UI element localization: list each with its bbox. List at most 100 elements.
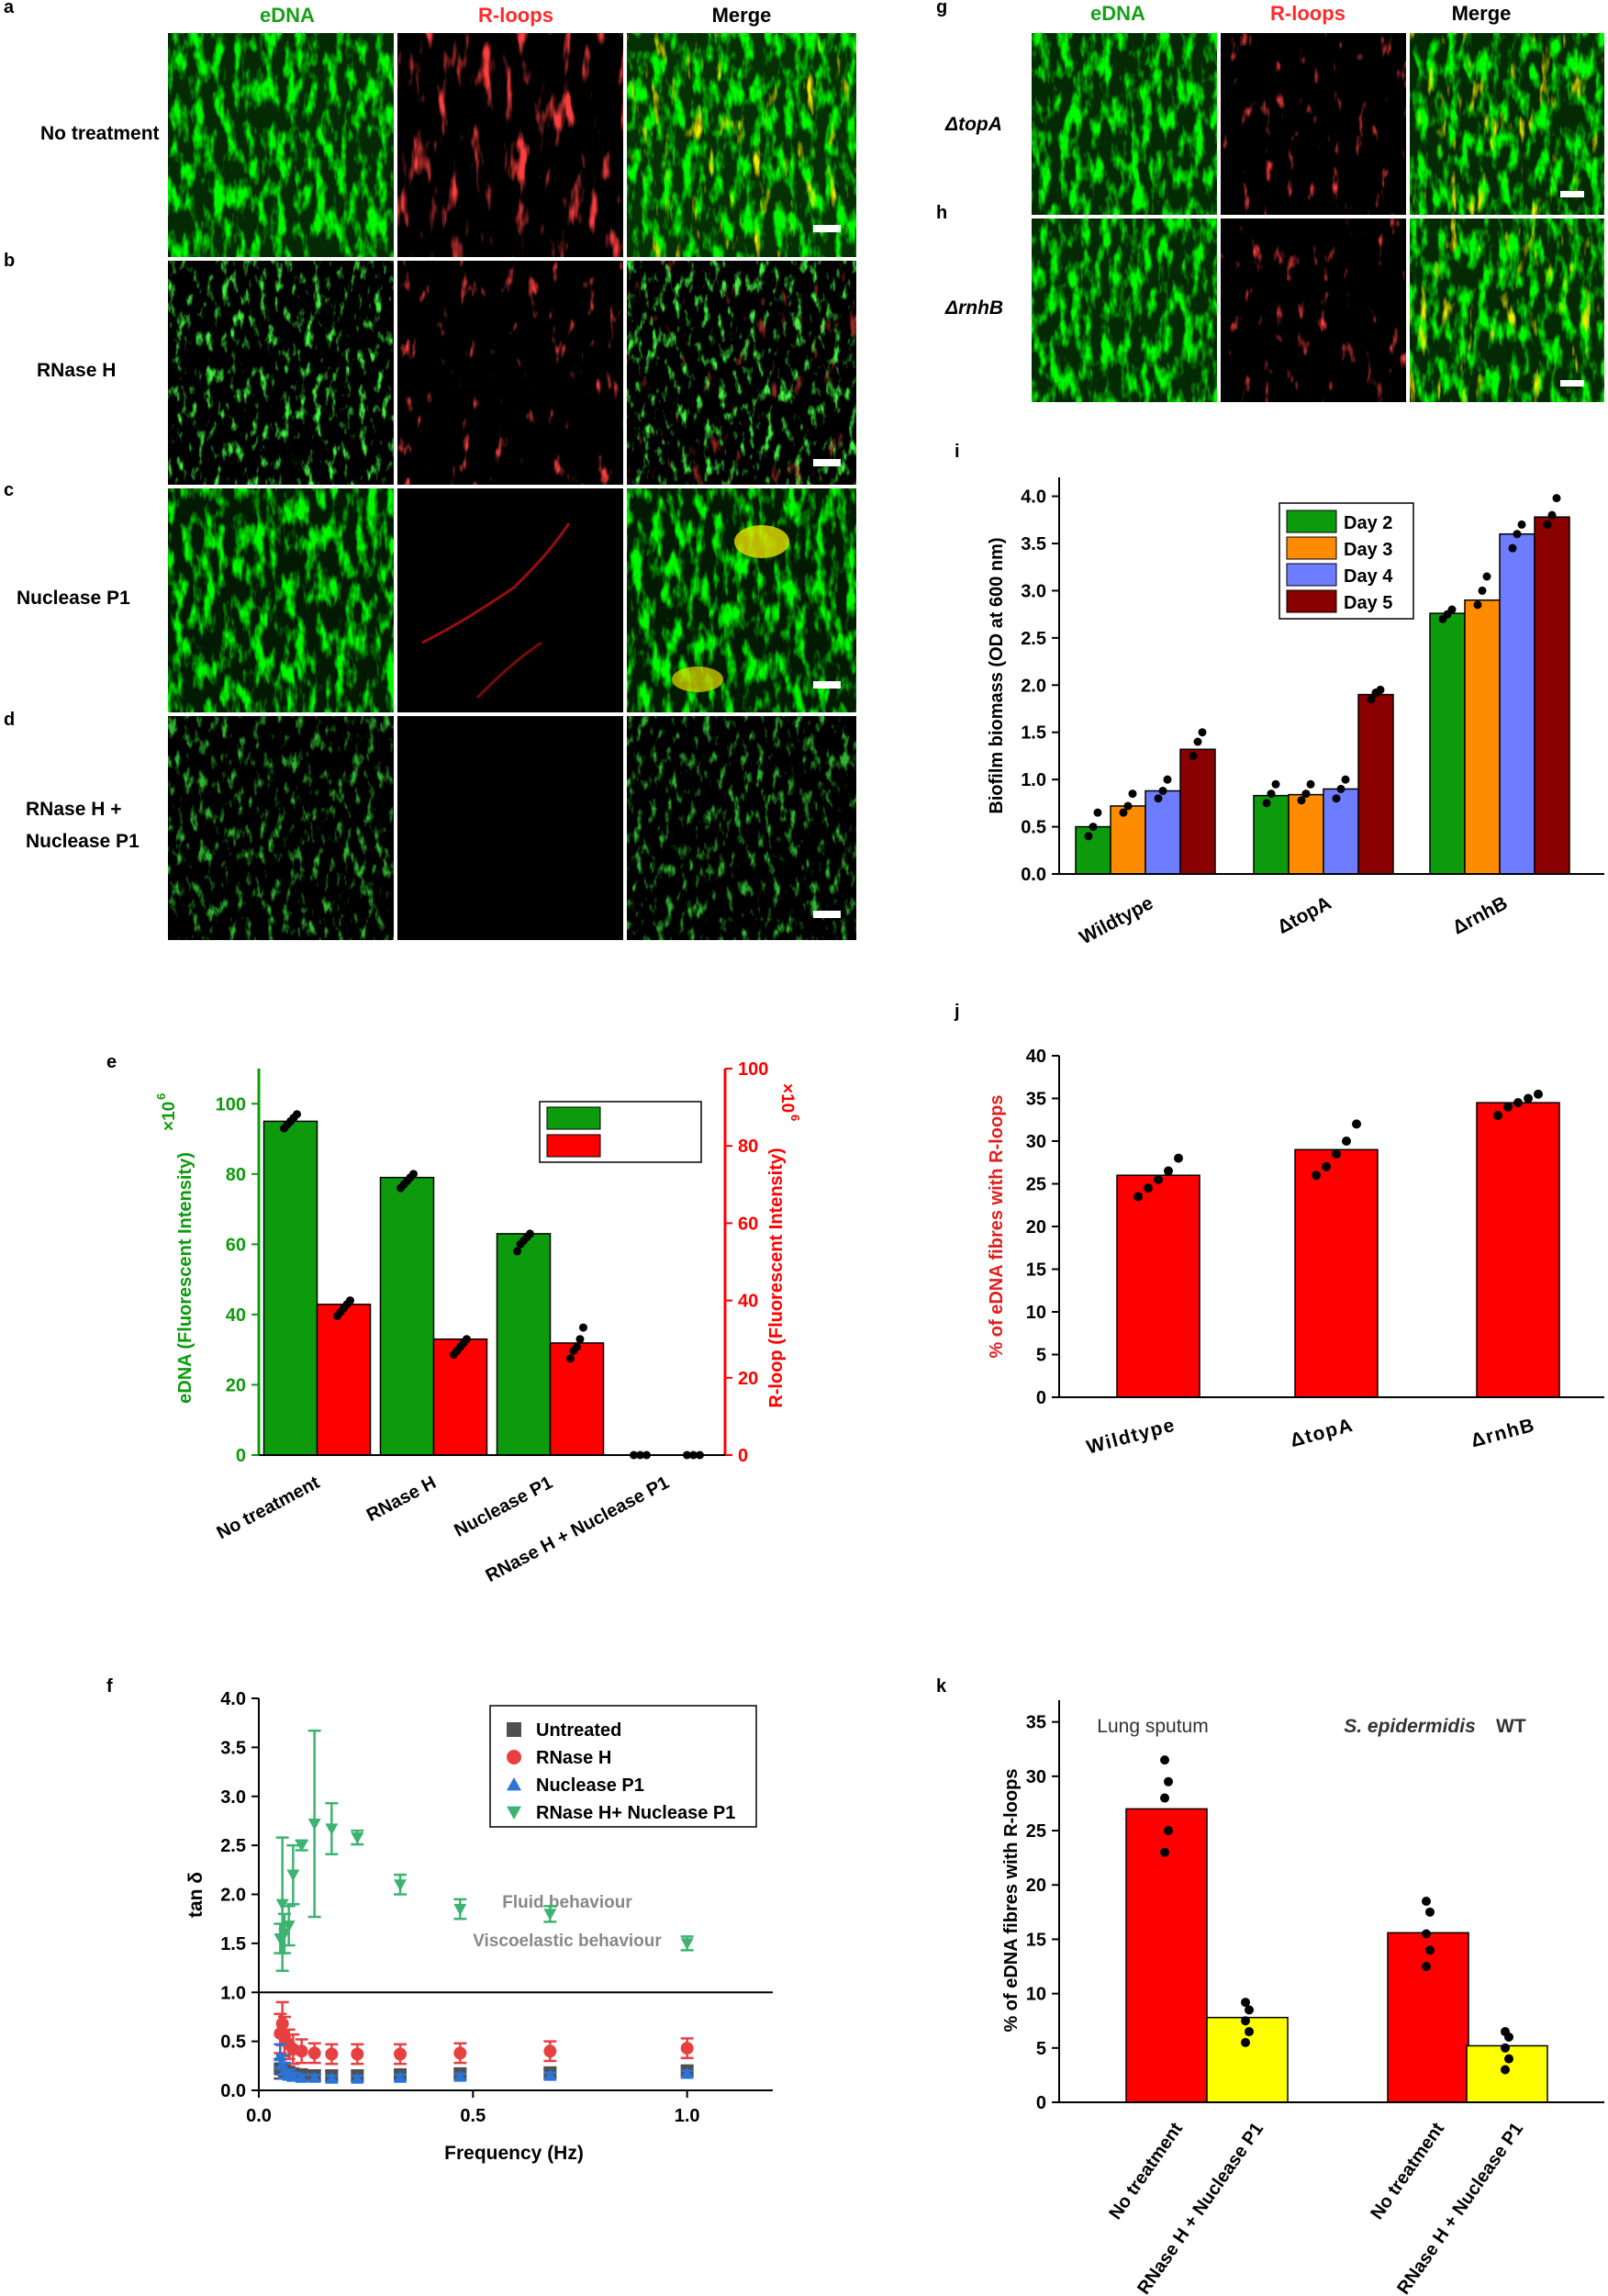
panel-label-e: e [106,1052,117,1072]
e-right-scale-exp: 6 [788,1114,802,1121]
j-point [1144,1183,1153,1193]
row-label-topa: ΔtopA [944,114,1002,135]
f-point-circle [394,2047,407,2061]
col-header-merge: Merge [712,4,772,27]
e-right-tick-label: 40 [738,1292,758,1312]
j-points [1133,1089,1543,1202]
f-legend-marker [507,1750,521,1764]
k-points [1160,1755,1513,2075]
i-point [1093,808,1102,817]
f-point-triangle-down [286,1869,300,1882]
i-category-label: ΔtopA [1274,892,1334,938]
e-category-label: RNase H + Nuclease P1 [483,1473,673,1586]
e-left-tick-label: 40 [226,1305,246,1326]
k-y-tick-label: 0 [1036,2093,1046,2113]
i-y-tick-label: 4.0 [1021,487,1046,508]
k-point [1241,2037,1250,2047]
i-point [1193,737,1202,746]
i-point [1301,790,1311,799]
mutant-col-header-merge: Merge [1452,2,1512,25]
f-point-triangle [680,2066,694,2079]
i-bar-day-3 [1288,793,1324,875]
f-point-triangle [325,2072,339,2084]
f-y-tick-label: 2.0 [220,1886,246,1906]
i-bars [1075,516,1570,875]
j-point [1352,1119,1361,1129]
f-y-tick-label: 3.5 [220,1738,246,1758]
e-right-axis: 0 20 40 60 80 100 [725,1059,768,1466]
f-point-circle [325,2047,339,2061]
e-legend-swatch-rloops [546,1134,601,1158]
micrograph-grid-g-h: eDNA R-loops Merge ΔtopA ΔrnhB [944,2,1604,402]
j-category-label: ΔrnhB [1468,1415,1537,1452]
j-bar [1476,1102,1560,1398]
i-point [1084,832,1093,841]
i-legend-label: Day 3 [1344,540,1392,560]
k-point [1501,2065,1510,2075]
i-legend-swatch [1286,510,1337,533]
k-point [1425,1945,1435,1955]
i-point [1158,786,1167,795]
j-ylabel: % of eDNA fibres with R-loops [987,1094,1007,1358]
e-category-label: RNase H [363,1473,440,1526]
e-legend-label-rloops: R-loops [608,1137,676,1158]
row-label-no-treatment: No treatment [40,123,160,144]
i-bar-day-5 [1357,693,1394,875]
f-point-circle [295,2044,308,2058]
f-point-triangle-down [275,1898,289,1911]
i-point [1128,790,1137,799]
panel-label-g: g [936,0,947,17]
i-point [1089,823,1098,832]
f-y-tick-label: 2.5 [220,1836,246,1856]
i-bar-day-2 [1429,612,1466,875]
k-point [1160,1847,1169,1857]
e-left-scale: ×10 [160,1102,179,1131]
i-point [1341,775,1350,784]
e-right-tick-label: 20 [738,1369,758,1389]
e-left-axis: 0 20 40 60 80 100 [216,1094,259,1466]
row-label-rnase-h: RNase H [37,360,116,381]
k-group-wt: WT [1496,1716,1526,1737]
j-y-tick-label: 25 [1026,1175,1046,1195]
i-point [1336,784,1346,793]
f-axes: 0.0 0.5 1.0 1.5 2.0 2.5 3.0 3.5 4.0 0.0 0.5 1.0 [220,1689,699,2126]
f-point-triangle-down [543,1909,557,1921]
panel-label-d: d [4,710,15,730]
k-point [1501,2027,1510,2037]
i-bar-day-5 [1534,516,1570,875]
f-point-triangle [543,2068,557,2081]
i-point [1513,530,1522,539]
e-bar-edna [262,1120,318,1456]
f-series [274,1729,694,2084]
chart-j: 0 5 10 15 20 25 30 35 40 Wildtype ΔtopA ΔrnhB % of… [987,1047,1604,1459]
e-point [575,1335,585,1344]
j-y-tick-label: 15 [1026,1260,1046,1281]
scale-bar [813,225,841,232]
k-point [1504,2054,1513,2064]
f-point-circle [543,2044,557,2058]
e-left-tick-label: 0 [236,1446,246,1466]
f-y-tick-label: 0.0 [220,2081,246,2101]
f-point-triangle-down [307,1819,321,1831]
chart-f: 0.0 0.5 1.0 1.5 2.0 2.5 3.0 3.5 4.0 0.0 0.5 1.0 Flu… [185,1689,773,2164]
e-right-tick-label: 80 [738,1137,758,1157]
f-legend-label: Nuclease P1 [536,1775,644,1796]
i-point [1552,494,1561,503]
i-legend-swatch [1286,589,1337,613]
i-legend-swatch [1286,563,1337,587]
j-y-tick-label: 20 [1026,1217,1046,1238]
i-axes: 0.0 0.5 1.0 1.5 2.0 2.5 3.0 3.5 4.0 [1021,487,1059,885]
i-point [1306,779,1315,789]
chart-e: 0 20 40 60 80 100 0 20 40 60 80 100 No treatment RN… [154,1059,802,1586]
i-y-tick-label: 2.5 [1021,629,1046,649]
i-y-tick-label: 1.0 [1021,770,1046,790]
e-point [566,1354,575,1363]
f-point-triangle [394,2071,407,2083]
f-point-triangle-down [394,1879,407,1891]
i-point [1271,779,1280,789]
e-points [280,1110,704,1460]
i-legend-label: Day 4 [1344,566,1393,587]
f-y-tick-label: 0.5 [220,2033,246,2053]
j-category-label: ΔtopA [1288,1415,1356,1451]
e-bars [262,1120,605,1456]
